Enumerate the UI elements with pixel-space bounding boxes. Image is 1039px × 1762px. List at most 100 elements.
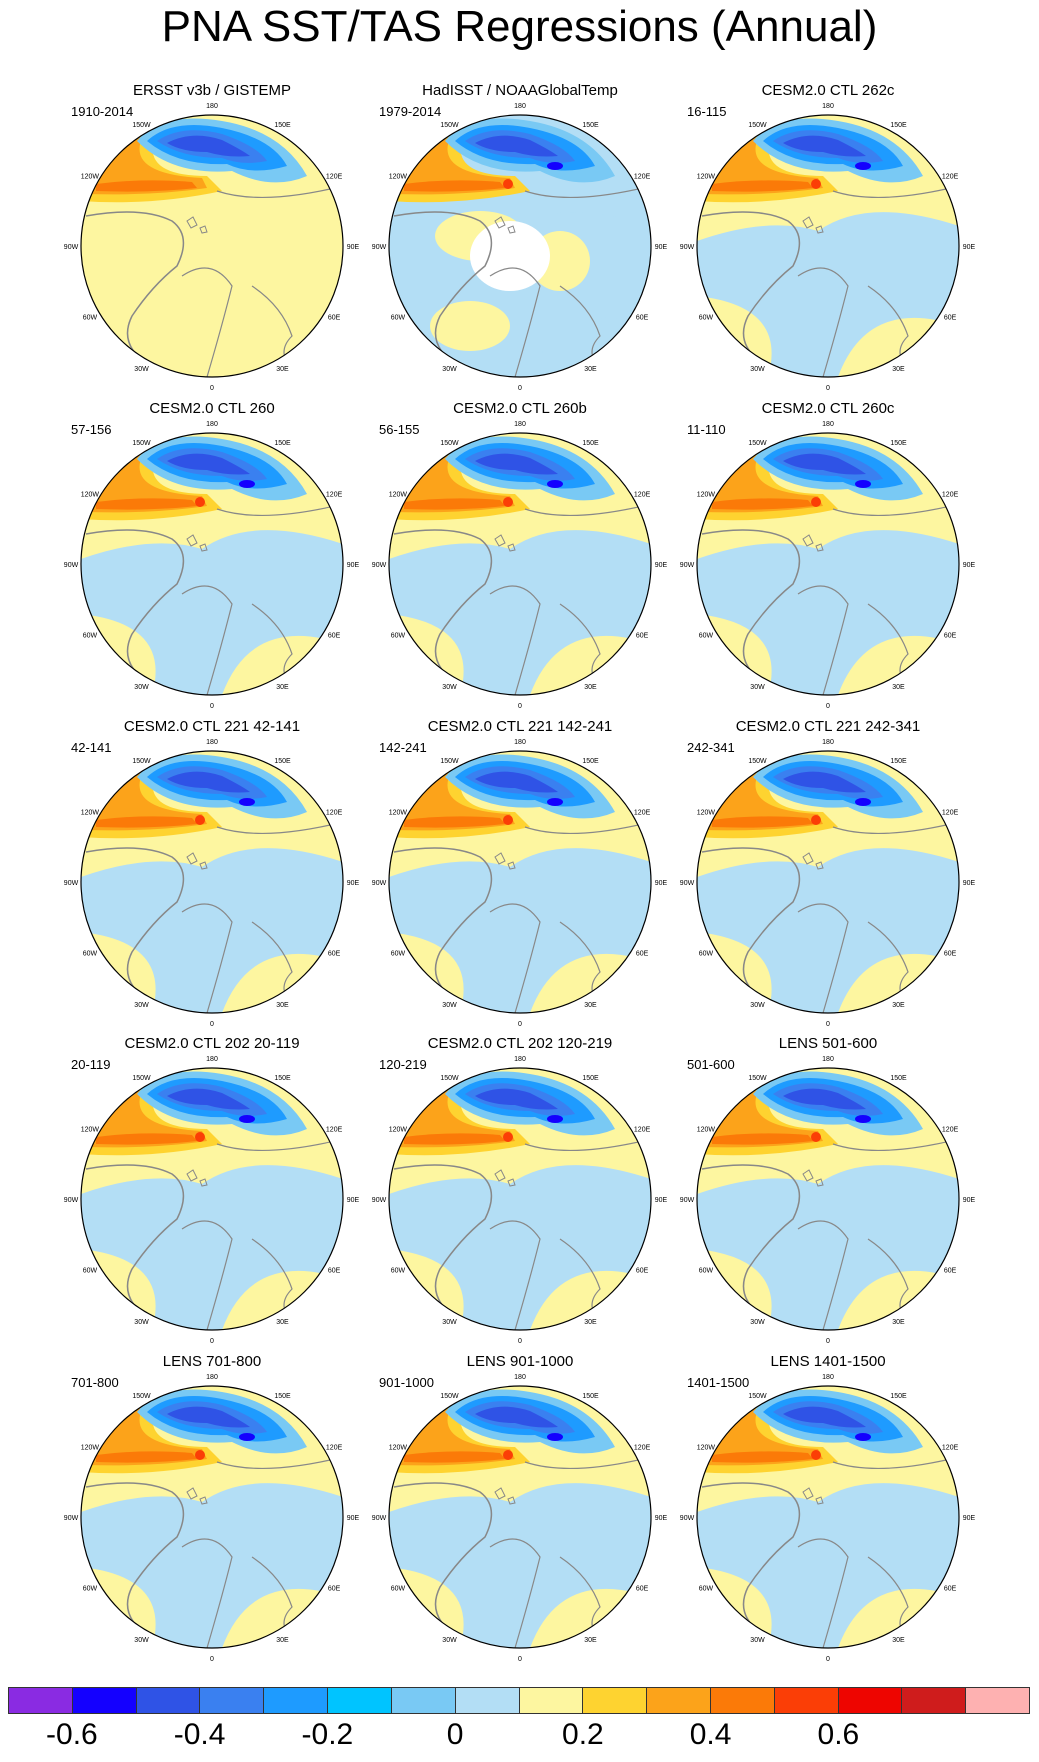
panel-year-range: 1401-1500 xyxy=(687,1375,749,1390)
longitude-label: 30E xyxy=(276,1637,289,1644)
panel-title: CESM2.0 CTL 260 xyxy=(149,400,274,417)
longitude-label: 90E xyxy=(963,880,976,887)
colorbar-swatch xyxy=(72,1688,137,1713)
colorbar-swatch xyxy=(519,1688,584,1713)
longitude-label: 90E xyxy=(347,1197,360,1204)
longitude-label: 90W xyxy=(372,244,387,251)
longitude-label: 60E xyxy=(944,1268,957,1275)
longitude-label: 150W xyxy=(132,1075,151,1082)
map-border xyxy=(388,114,652,378)
longitude-label: 60E xyxy=(328,1586,341,1593)
longitude-label: 0 xyxy=(826,1656,830,1663)
longitude-label: 60E xyxy=(636,1586,649,1593)
longitude-label: 180 xyxy=(206,421,218,428)
map-panel: CESM2.0 CTL 202 20-119 20-119 180 150E 120E 9… xyxy=(64,1035,360,1345)
panel-title: CESM2.0 CTL 221 242-341 xyxy=(736,718,921,735)
longitude-label: 30E xyxy=(892,684,905,691)
longitude-label: 150W xyxy=(440,1393,459,1400)
longitude-label: 30E xyxy=(584,1319,597,1326)
longitude-label: 120W xyxy=(389,1127,408,1134)
longitude-label: 150E xyxy=(582,1393,599,1400)
longitude-label: 90E xyxy=(347,562,360,569)
longitude-label: 180 xyxy=(822,739,834,746)
map-panel: LENS 1401-1500 1401-1500 180 150E 120E 90E 60E… xyxy=(680,1353,976,1663)
longitude-label: 60W xyxy=(699,633,714,640)
longitude-label: 60W xyxy=(699,315,714,322)
panel-year-range: 42-141 xyxy=(71,740,111,755)
longitude-label: 90W xyxy=(64,880,79,887)
map-panel: LENS 501-600 501-600 180 150E 120E 90E 60E 30E 0… xyxy=(680,1035,976,1345)
longitude-label: 120E xyxy=(326,174,343,181)
panel-year-range: 242-341 xyxy=(687,740,735,755)
longitude-label: 0 xyxy=(826,385,830,392)
colorbar-swatch xyxy=(391,1688,456,1713)
regression-field xyxy=(697,433,959,695)
longitude-label: 120W xyxy=(389,492,408,499)
longitude-label: 30E xyxy=(892,1002,905,1009)
panel-title: LENS 901-1000 xyxy=(467,1353,574,1370)
colorbar xyxy=(8,1687,1030,1714)
map-border xyxy=(388,1067,652,1331)
longitude-label: 150W xyxy=(132,758,151,765)
colorbar-tick-label: 0.4 xyxy=(689,1718,732,1751)
longitude-label: 30E xyxy=(892,1319,905,1326)
longitude-label: 30W xyxy=(442,366,457,373)
longitude-label: 30W xyxy=(750,1002,765,1009)
regression-field xyxy=(697,115,959,377)
longitude-label: 90W xyxy=(680,244,695,251)
map-border xyxy=(388,750,652,1014)
longitude-label: 60E xyxy=(328,315,341,322)
longitude-label: 150W xyxy=(440,758,459,765)
longitude-label: 60W xyxy=(391,951,406,958)
longitude-label: 60W xyxy=(83,1268,98,1275)
longitude-label: 120E xyxy=(942,1127,959,1134)
longitude-label: 120E xyxy=(326,1445,343,1452)
map-border xyxy=(696,1385,960,1649)
longitude-label: 30W xyxy=(750,684,765,691)
longitude-label: 30E xyxy=(276,1319,289,1326)
longitude-label: 90E xyxy=(963,244,976,251)
colorbar-swatch xyxy=(710,1688,775,1713)
longitude-label: 180 xyxy=(206,1374,218,1381)
longitude-label: 60E xyxy=(944,315,957,322)
longitude-label: 30E xyxy=(276,366,289,373)
longitude-label: 120W xyxy=(697,492,716,499)
longitude-label: 0 xyxy=(210,703,214,710)
longitude-label: 0 xyxy=(518,1021,522,1028)
longitude-label: 60E xyxy=(328,951,341,958)
longitude-label: 60W xyxy=(699,1586,714,1593)
longitude-label: 150W xyxy=(748,758,767,765)
panel-title: LENS 701-800 xyxy=(163,1353,261,1370)
longitude-label: 30E xyxy=(276,684,289,691)
longitude-label: 180 xyxy=(822,1374,834,1381)
map-border xyxy=(388,1385,652,1649)
colorbar-swatch xyxy=(583,1688,648,1713)
longitude-label: 60E xyxy=(636,315,649,322)
longitude-label: 120E xyxy=(634,810,651,817)
figure-title: PNA SST/TAS Regressions (Annual) xyxy=(161,2,878,51)
map-border xyxy=(696,432,960,696)
longitude-label: 120W xyxy=(697,1445,716,1452)
longitude-label: 60W xyxy=(699,951,714,958)
longitude-label: 30W xyxy=(134,1319,149,1326)
map-border xyxy=(388,432,652,696)
panel-year-range: 1910-2014 xyxy=(71,104,133,119)
longitude-label: 0 xyxy=(518,1656,522,1663)
panel-year-range: 142-241 xyxy=(379,740,427,755)
longitude-label: 30W xyxy=(750,1319,765,1326)
longitude-label: 0 xyxy=(518,385,522,392)
longitude-label: 30E xyxy=(892,1637,905,1644)
panel-year-range: 57-156 xyxy=(71,422,111,437)
panel-year-range: 1979-2014 xyxy=(379,104,441,119)
longitude-label: 180 xyxy=(822,421,834,428)
longitude-label: 60E xyxy=(636,633,649,640)
longitude-label: 120E xyxy=(942,174,959,181)
longitude-label: 150E xyxy=(582,122,599,129)
colorbar-swatch xyxy=(647,1688,711,1713)
longitude-label: 30W xyxy=(134,1637,149,1644)
longitude-label: 150W xyxy=(748,1075,767,1082)
longitude-label: 150E xyxy=(582,1075,599,1082)
